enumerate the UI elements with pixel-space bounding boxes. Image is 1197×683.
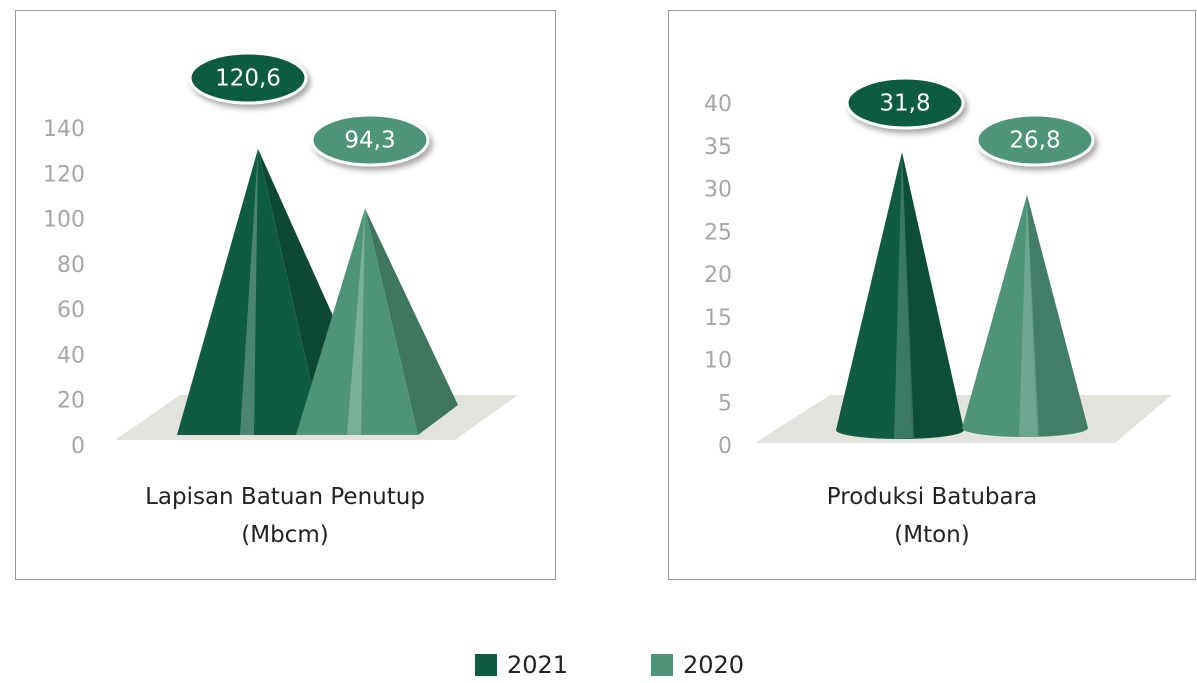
pyramid-highlight — [347, 208, 365, 435]
category-label: Produksi Batubara (Mton) — [826, 484, 1038, 548]
y-tick-label: 60 — [57, 298, 85, 323]
value-label: 94,3 — [344, 128, 395, 154]
pyramid-front — [177, 148, 323, 436]
value-label: 120,6 — [215, 66, 281, 92]
y-tick-label: 20 — [704, 263, 732, 288]
pyramid-highlight — [240, 148, 258, 436]
value-label-bubble — [188, 51, 308, 105]
pyramid-side — [365, 208, 458, 435]
y-tick-label: 0 — [718, 434, 732, 459]
y-tick-label: 5 — [718, 391, 732, 416]
value-label: 26,8 — [1009, 128, 1060, 154]
y-tick-label: 20 — [57, 389, 85, 414]
value-label-bubble — [845, 76, 965, 130]
cone — [836, 152, 964, 440]
cone — [962, 194, 1088, 437]
legend-label: 2021 — [507, 651, 568, 679]
legend-swatch — [651, 654, 673, 676]
y-tick-label: 10 — [704, 349, 732, 374]
value-label-bubble — [310, 113, 430, 167]
value-label: 31,8 — [879, 91, 930, 117]
pyramid-front — [296, 208, 418, 435]
y-tick-label: 0 — [71, 434, 85, 459]
y-tick-label: 100 — [43, 208, 85, 233]
category-label: Lapisan Batuan Penutup (Mbcm) — [145, 484, 425, 548]
cone-body — [962, 194, 1088, 437]
pyramid-side-shade — [365, 208, 458, 435]
pyramid — [296, 208, 458, 435]
category-label-box: Lapisan Batuan Penutup (Mbcm) — [145, 484, 425, 548]
category-label-box: Produksi Batubara (Mton) — [826, 484, 1038, 548]
cone-highlight — [1019, 194, 1039, 437]
cone-shade — [1027, 194, 1088, 436]
legend-swatch — [475, 654, 497, 676]
cone-shade — [902, 152, 964, 439]
y-tick-label: 120 — [43, 162, 85, 187]
y-tick-label: 15 — [704, 306, 732, 331]
y-tick-label: 40 — [704, 92, 732, 117]
y-tick-label: 40 — [57, 343, 85, 368]
cone-highlight — [894, 152, 914, 440]
legend-label: 2020 — [683, 651, 744, 679]
y-tick-label: 80 — [57, 253, 85, 278]
value-label-bubble — [975, 113, 1095, 167]
y-tick-label: 35 — [704, 135, 732, 160]
cone-body — [836, 152, 964, 440]
y-tick-label: 30 — [704, 178, 732, 203]
y-tick-label: 25 — [704, 220, 732, 245]
y-tick-label: 140 — [43, 117, 85, 142]
